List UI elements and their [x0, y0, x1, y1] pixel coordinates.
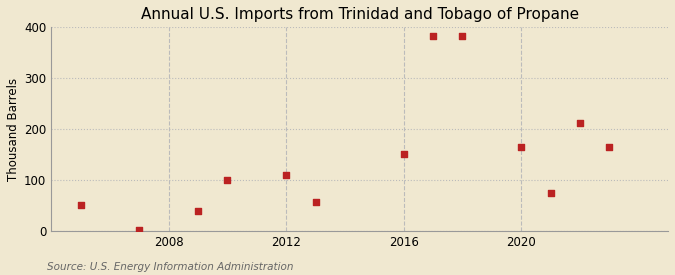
Point	[574, 121, 585, 125]
Point	[604, 145, 615, 149]
Point	[75, 203, 86, 208]
Title: Annual U.S. Imports from Trinidad and Tobago of Propane: Annual U.S. Imports from Trinidad and To…	[140, 7, 578, 22]
Point	[457, 34, 468, 38]
Point	[545, 191, 556, 195]
Point	[310, 200, 321, 204]
Text: Source: U.S. Energy Information Administration: Source: U.S. Energy Information Administ…	[47, 262, 294, 272]
Point	[516, 145, 526, 149]
Point	[134, 228, 144, 232]
Point	[428, 34, 439, 38]
Point	[192, 208, 203, 213]
Point	[398, 151, 409, 156]
Y-axis label: Thousand Barrels: Thousand Barrels	[7, 78, 20, 181]
Point	[281, 173, 292, 177]
Point	[222, 178, 233, 182]
